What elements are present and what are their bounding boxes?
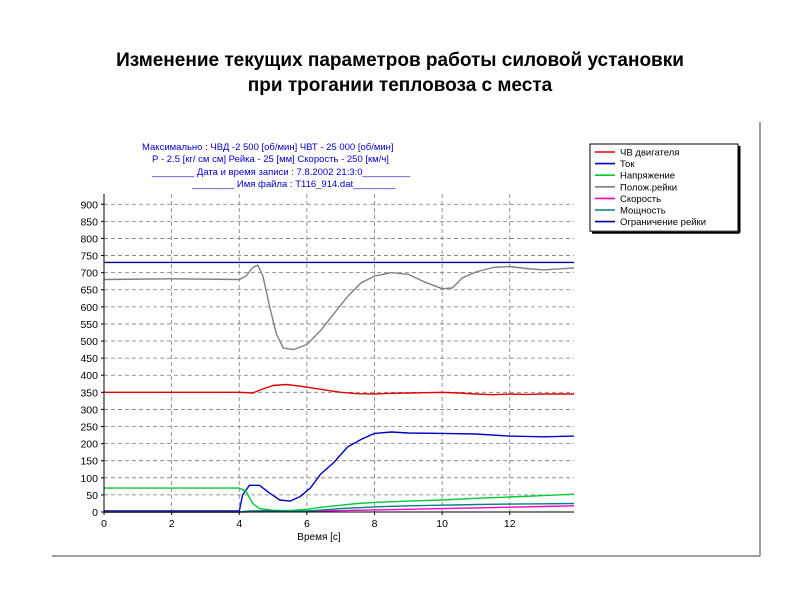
info-line-max: Максимально : ЧВД -2 500 [об/мин] ЧВТ - …: [142, 142, 394, 153]
y-tick-label: 900: [80, 199, 98, 211]
legend-label: Мощность: [620, 206, 666, 217]
series-line-2: [104, 431, 575, 512]
legend-label: Напряжение: [620, 171, 675, 182]
y-tick-label: 400: [80, 370, 98, 382]
series-line-3: [104, 487, 575, 512]
chart-legend: ЧВ двигателяТокНапряжениеПолож.рейкиСкор…: [589, 143, 741, 234]
x-tick-label: 6: [304, 518, 310, 530]
y-tick-label: 200: [80, 439, 98, 451]
y-tick-label: 700: [80, 268, 98, 280]
x-tick-label: 0: [101, 518, 107, 530]
y-tick-label: 650: [80, 285, 98, 297]
legend-label: ЧВ двигателя: [620, 148, 679, 159]
legend-label: Скорость: [620, 194, 661, 205]
chart-grid: [104, 194, 574, 512]
y-tick-label: 450: [80, 353, 98, 365]
y-tick-label: 500: [80, 336, 98, 348]
info-line-filename: ________ Имя файла : Т116_914.dat_______…: [191, 179, 396, 190]
x-tick-label: 2: [169, 518, 175, 530]
series-line-1: [104, 383, 574, 396]
x-tick-label: 12: [504, 518, 516, 530]
x-tick-label: 4: [236, 518, 242, 530]
y-tick-label: 50: [86, 490, 98, 502]
y-tick-label: 850: [80, 216, 98, 228]
legend-box: [589, 143, 739, 232]
legend-label: Ток: [620, 159, 635, 170]
info-line-params: Р - 2.5 [кг/ см см] Рейка - 25 [мм] Скор…: [152, 154, 389, 165]
plot-area: [104, 194, 574, 512]
y-tick-label: 600: [80, 302, 98, 314]
y-tick-label: 250: [80, 422, 98, 434]
x-tick-label: 8: [372, 518, 378, 530]
slide-title-line-1: Изменение текущих параметров работы сило…: [116, 50, 684, 71]
chart-frame: Максимально : ЧВД -2 500 [об/мин] ЧВТ - …: [52, 122, 762, 558]
y-tick-label: 550: [80, 319, 98, 331]
y-tick-label: 350: [80, 387, 98, 399]
y-tick-label: 300: [80, 404, 98, 416]
info-line-datetime: ________ Дата и время записи : 7.8.2002 …: [151, 167, 411, 178]
chart-svg: Максимально : ЧВД -2 500 [об/мин] ЧВТ - …: [52, 122, 761, 557]
slide-title-line-2: при трогании тепловоза с места: [247, 75, 553, 96]
y-tick-label: 0: [92, 507, 98, 519]
y-tick-label: 750: [80, 251, 98, 263]
slide-title: Изменение текущих параметров работы сило…: [0, 48, 800, 98]
y-tick-label: 150: [80, 456, 98, 468]
series-line-6: [104, 502, 575, 513]
y-tick-label: 100: [80, 473, 98, 485]
chart-axes: 0501001502002503003504004505005506006507…: [80, 194, 574, 543]
legend-label: Ограничение рейки: [620, 217, 706, 228]
chart-info-block: Максимально : ЧВД -2 500 [об/мин] ЧВТ - …: [142, 142, 411, 190]
y-tick-label: 800: [80, 233, 98, 245]
legend-label: Полож.рейки: [620, 182, 677, 193]
series-line-4: [103, 264, 575, 351]
x-tick-label: 10: [436, 518, 448, 530]
x-axis-title: Время [с]: [297, 532, 341, 543]
